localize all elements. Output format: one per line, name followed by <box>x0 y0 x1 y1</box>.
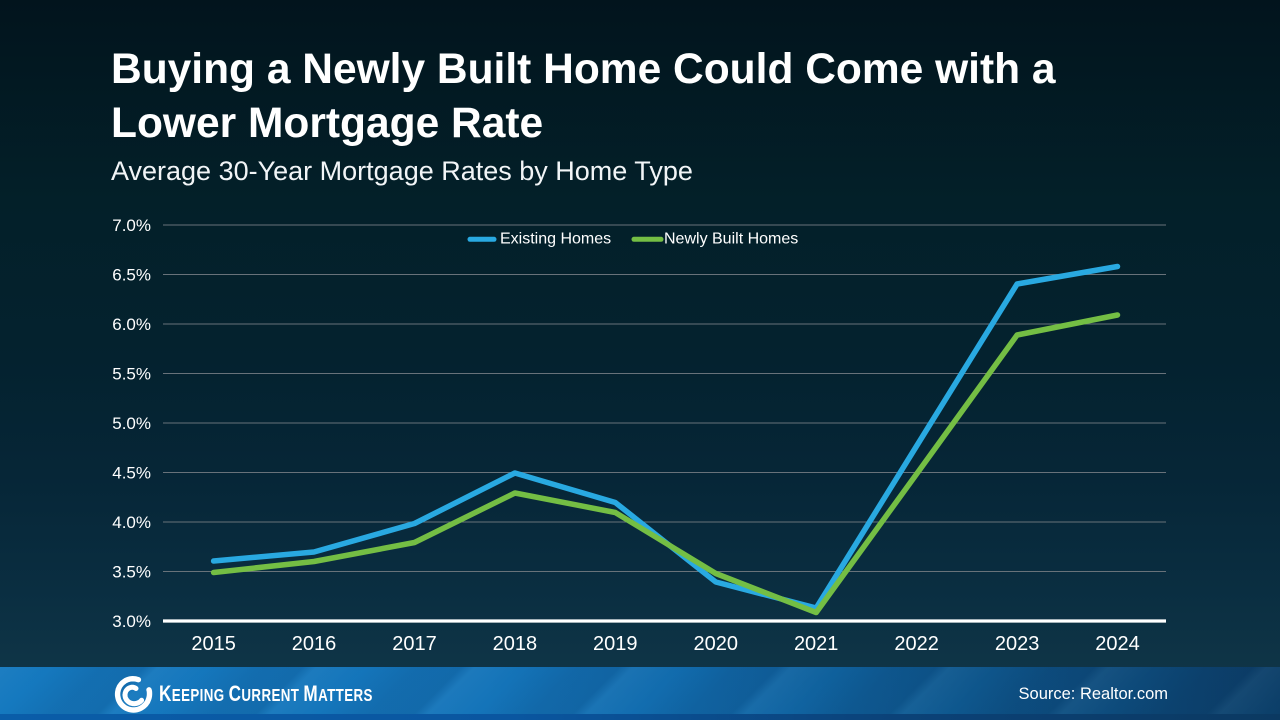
svg-text:4.0%: 4.0% <box>112 513 151 532</box>
svg-text:Existing Homes: Existing Homes <box>500 231 611 248</box>
svg-text:2017: 2017 <box>392 633 437 655</box>
svg-text:2022: 2022 <box>894 633 939 655</box>
svg-text:2024: 2024 <box>1095 633 1140 655</box>
svg-text:6.0%: 6.0% <box>112 315 151 334</box>
svg-text:2018: 2018 <box>493 633 538 655</box>
svg-text:3.0%: 3.0% <box>112 612 151 631</box>
svg-text:5.0%: 5.0% <box>112 414 151 433</box>
svg-text:5.5%: 5.5% <box>112 365 151 384</box>
svg-text:2020: 2020 <box>694 633 739 655</box>
svg-text:7.0%: 7.0% <box>112 216 151 235</box>
svg-text:2019: 2019 <box>593 633 638 655</box>
svg-text:4.5%: 4.5% <box>112 464 151 483</box>
svg-text:3.5%: 3.5% <box>112 563 151 582</box>
svg-text:6.5%: 6.5% <box>112 266 151 285</box>
svg-text:2015: 2015 <box>191 633 236 655</box>
svg-text:2021: 2021 <box>794 633 839 655</box>
svg-text:Newly Built Homes: Newly Built Homes <box>664 231 798 248</box>
svg-text:2023: 2023 <box>995 633 1040 655</box>
svg-text:2016: 2016 <box>292 633 337 655</box>
